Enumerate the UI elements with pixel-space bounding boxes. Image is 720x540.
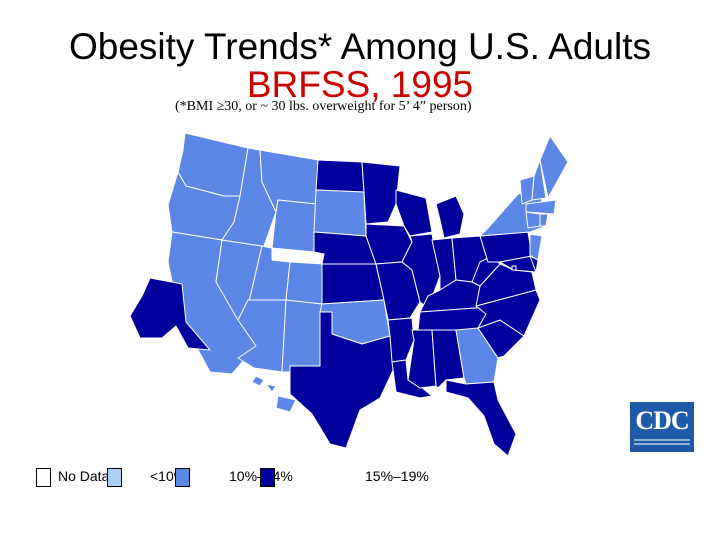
state-sd — [313, 189, 367, 237]
state-mi — [435, 195, 465, 239]
legend-swatch-15-19 — [260, 468, 275, 487]
state-ar — [387, 317, 415, 363]
state-nc — [475, 289, 541, 337]
cdc-logo-text: CDC — [635, 406, 689, 435]
state-wy — [271, 199, 317, 253]
state-tx — [289, 311, 397, 449]
state-hi — [265, 383, 277, 393]
state-hi — [251, 375, 265, 387]
state-mn — [361, 161, 401, 225]
cdc-logo: CDC — [630, 402, 694, 452]
legend-swatch-lt10 — [107, 468, 122, 487]
state-hi — [275, 395, 297, 413]
state-nd — [315, 159, 365, 193]
legend-swatch-no-data — [36, 468, 51, 487]
state-dc — [511, 265, 517, 271]
state-nm — [281, 299, 323, 373]
state-me — [539, 135, 569, 199]
state-de — [529, 255, 539, 273]
legend-swatch-10-14 — [175, 468, 190, 487]
state-ri — [539, 213, 549, 227]
bmi-footnote: (*BMI ≥30, or ~ 30 lbs. overweight for 5… — [175, 99, 472, 114]
legend-label-no-data: No Data — [58, 468, 110, 484]
states-group — [129, 132, 569, 457]
state-co — [285, 261, 325, 307]
map-subtitle: BRFSS, 1995 — [246, 64, 474, 105]
legend-label-15-19: 15%–19% — [365, 468, 429, 484]
map-title: Obesity Trends* Among U.S. Adults — [68, 26, 651, 67]
state-ma — [525, 199, 557, 215]
state-ct — [525, 211, 541, 229]
state-nh — [531, 159, 547, 201]
state-la — [391, 359, 433, 399]
state-ks — [321, 263, 385, 305]
state-ak — [129, 277, 211, 351]
cdc-logo-lines — [634, 439, 690, 445]
state-fl — [445, 379, 517, 457]
